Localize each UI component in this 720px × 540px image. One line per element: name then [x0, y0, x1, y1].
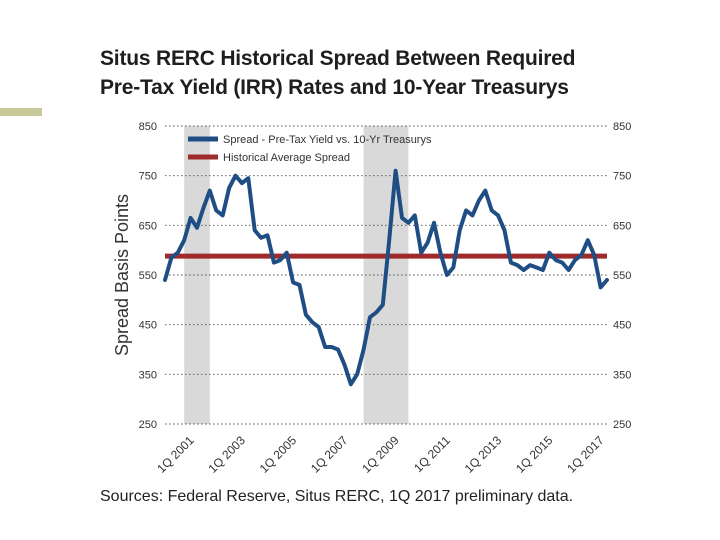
x-tick-label-2013: 1Q 2013	[462, 433, 505, 476]
x-tick-label-2017: 1Q 2017	[564, 433, 607, 476]
y-tick-label-left-450: 450	[139, 320, 157, 332]
x-tick-label-2007: 1Q 2007	[308, 433, 351, 476]
chart-title: Situs RERC Historical Spread Between Req…	[100, 44, 620, 102]
y-tick-label-left-750: 750	[139, 171, 157, 183]
legend-label-average: Historical Average Spread	[223, 152, 350, 164]
y-tick-label-right-750: 750	[613, 171, 631, 183]
x-tick-label-2003: 1Q 2003	[206, 433, 249, 476]
x-tick-label-2001: 1Q 2001	[154, 433, 197, 476]
y-tick-label-right-450: 450	[613, 320, 631, 332]
y-tick-label-right-250: 250	[613, 419, 631, 431]
source-note: Sources: Federal Reserve, Situs RERC, 1Q…	[100, 488, 574, 505]
y-tick-label-right-650: 650	[613, 220, 631, 232]
slide-accent-bar	[0, 108, 42, 116]
legend-label-spread: Spread - Pre-Tax Yield vs. 10-Yr Treasur…	[223, 134, 432, 146]
chart-title-line-1: Situs RERC Historical Spread Between Req…	[100, 47, 576, 70]
y-axis-title: Spread Basis Points	[112, 194, 132, 356]
x-tick-label-2005: 1Q 2005	[257, 433, 300, 476]
y-tick-label-right-350: 350	[613, 369, 631, 381]
y-tick-label-right-850: 850	[613, 121, 631, 133]
y-tick-label-left-350: 350	[139, 369, 157, 381]
y-tick-label-left-250: 250	[139, 419, 157, 431]
x-tick-label-2009: 1Q 2009	[359, 433, 402, 476]
chart-title-line-2: Pre-Tax Yield (IRR) Rates and 10-Year Tr…	[100, 76, 569, 99]
y-tick-label-right-550: 550	[613, 270, 631, 282]
x-tick-label-2011: 1Q 2011	[411, 433, 453, 475]
y-tick-label-left-650: 650	[139, 220, 157, 232]
x-tick-label-2015: 1Q 2015	[513, 433, 556, 476]
spread-series-line	[163, 168, 609, 387]
y-tick-label-left-850: 850	[139, 121, 157, 133]
y-tick-label-left-550: 550	[139, 270, 157, 282]
